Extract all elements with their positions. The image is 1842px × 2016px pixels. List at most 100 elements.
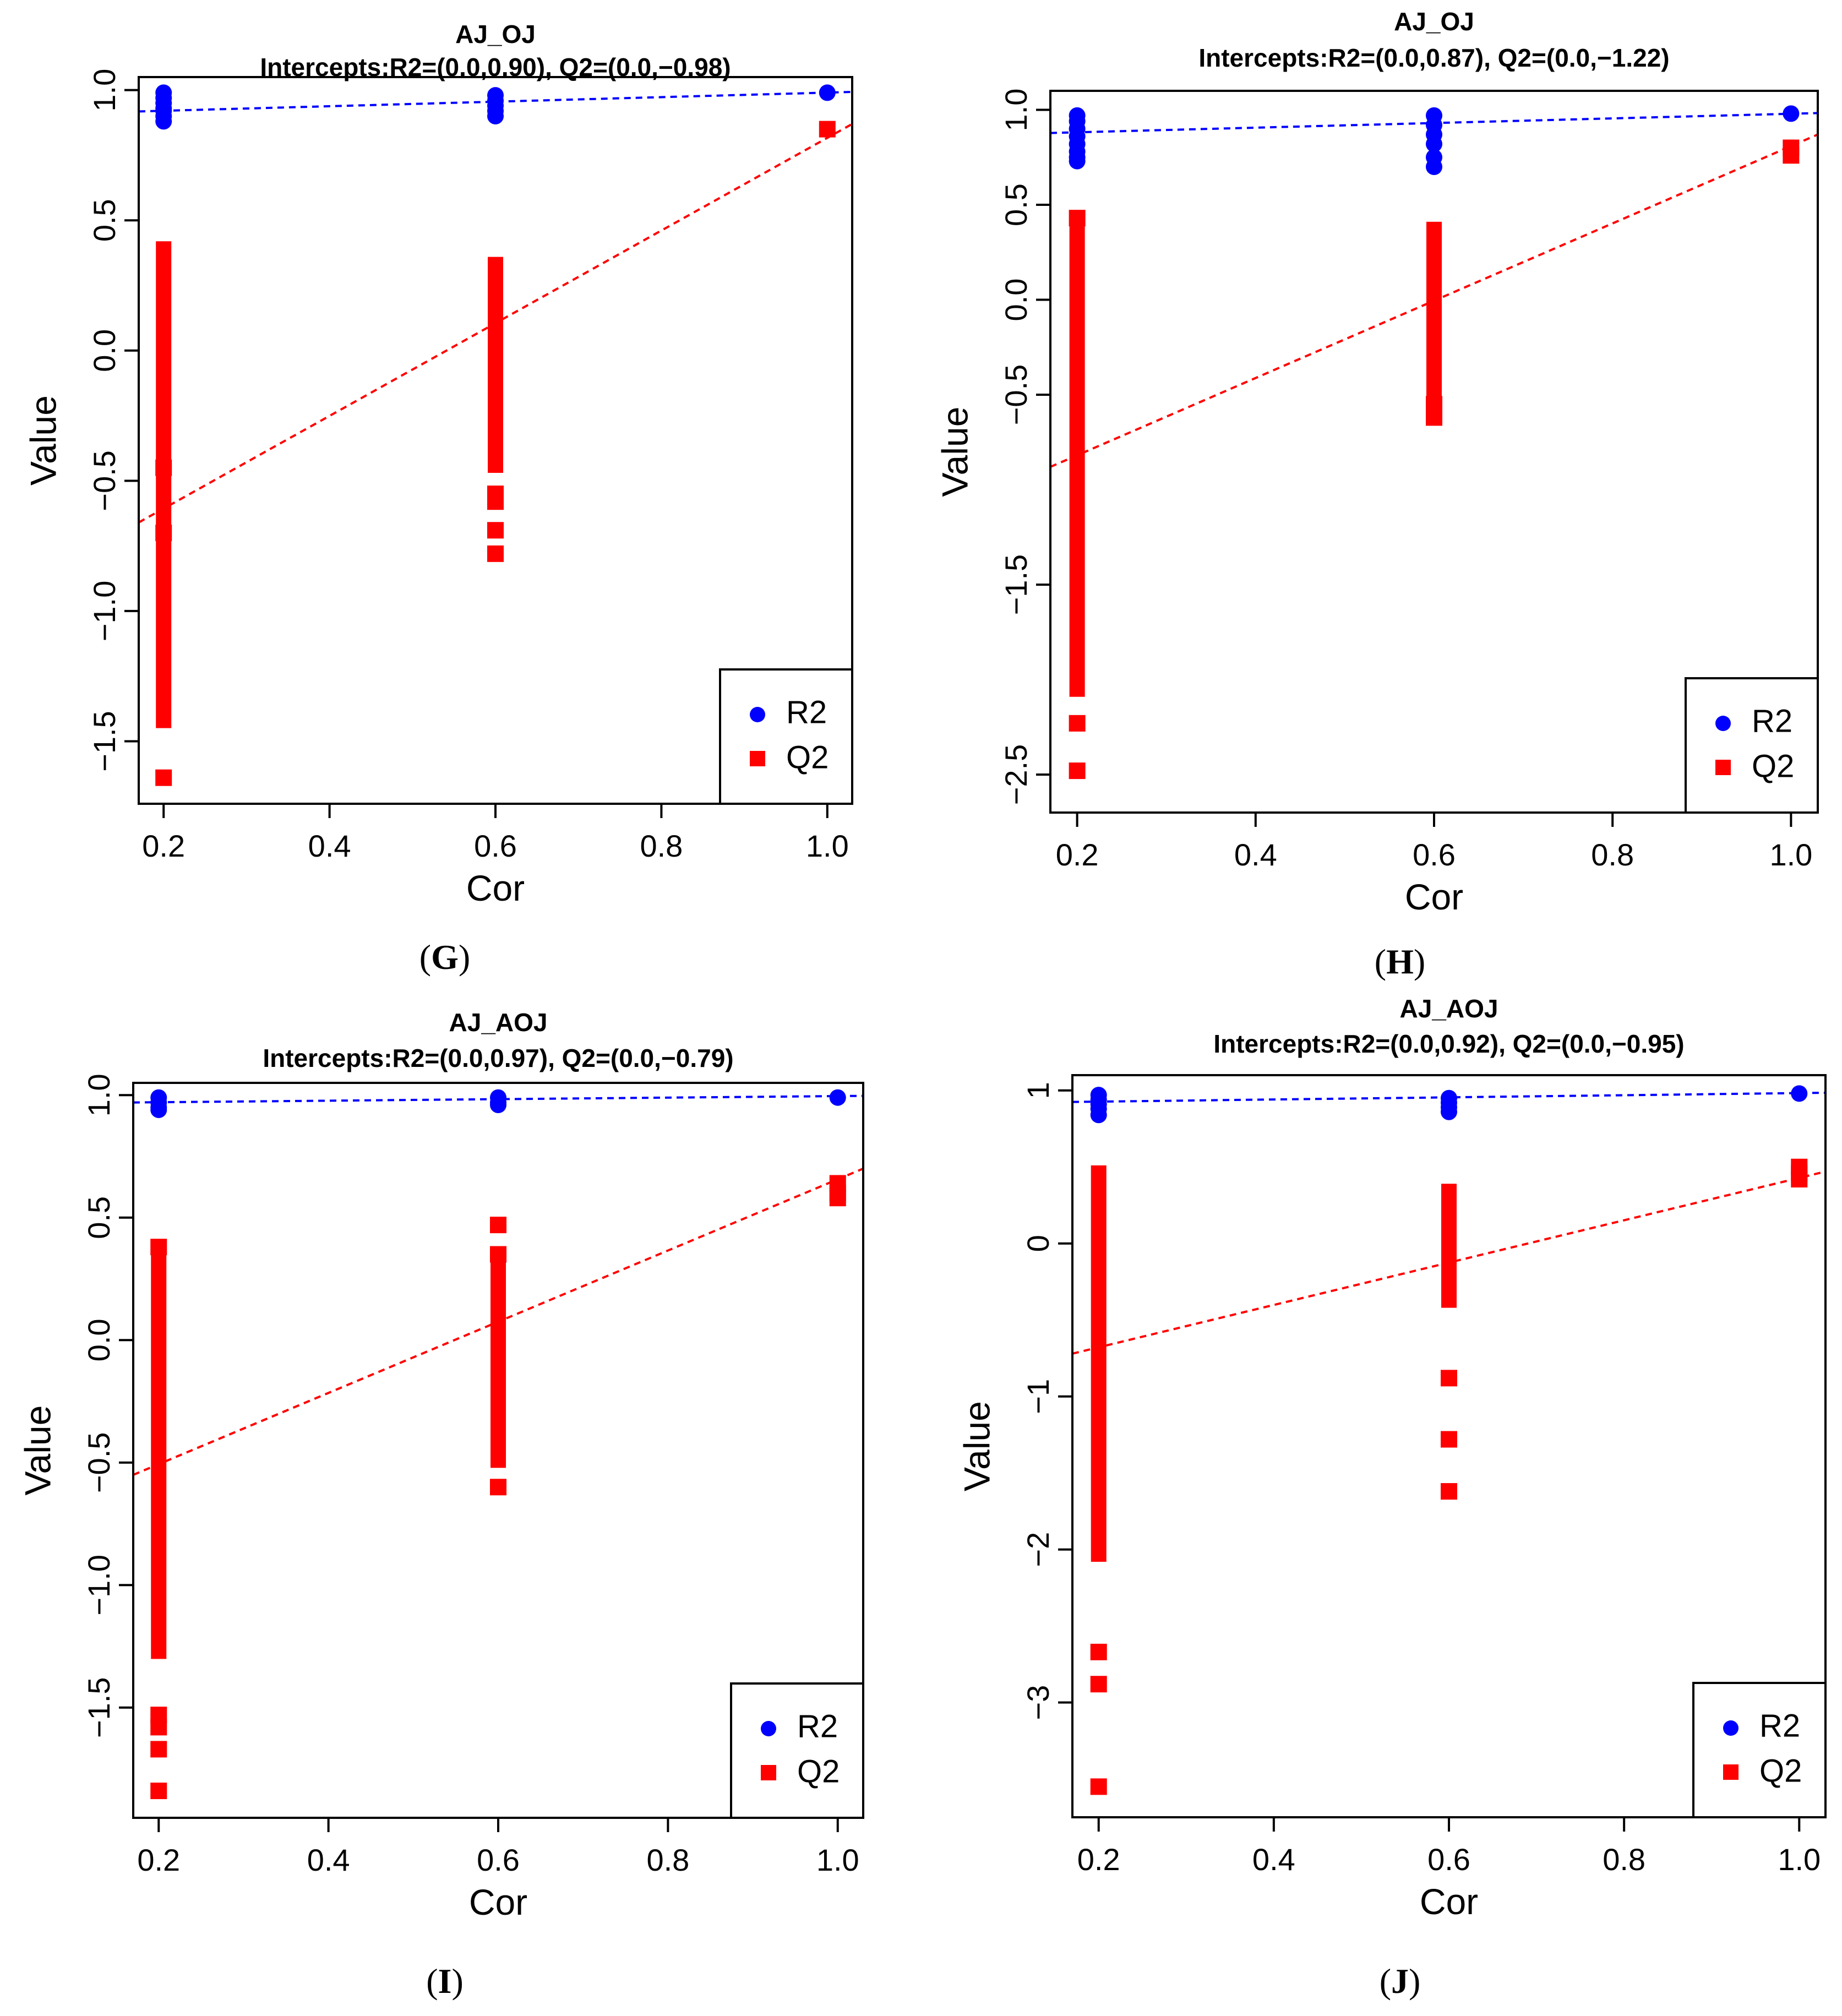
q2-point	[490, 1479, 506, 1496]
r2-point	[150, 1101, 167, 1118]
y-tick-label: −0.5	[87, 450, 122, 511]
r2-point	[487, 107, 504, 124]
r2-point	[829, 1089, 846, 1106]
q2-point	[150, 1783, 167, 1800]
legend-r2-marker	[1715, 716, 1731, 731]
legend-box	[719, 668, 853, 805]
panel-label-letter: I	[438, 1961, 452, 2001]
chart-title: AJ_AOJ	[449, 1008, 548, 1037]
x-tick-label: 0.6	[474, 829, 517, 863]
panel-label: (H)	[1375, 942, 1425, 981]
q2-point	[490, 1217, 506, 1234]
q2-point	[487, 485, 504, 502]
q2-band-x0.2	[151, 1239, 167, 1659]
legend-box	[1692, 1682, 1827, 1818]
y-tick-label: −2	[1021, 1532, 1055, 1567]
y-tick-label: −2.5	[999, 744, 1033, 805]
legend-r2-label: R2	[797, 1708, 838, 1744]
x-tick-label: 0.8	[1603, 1842, 1645, 1877]
y-tick-label: 0.5	[999, 183, 1033, 226]
chart-subtitle: Intercepts:R2=(0.0,0.97), Q2=(0.0,−0.79)	[263, 1044, 733, 1072]
q2-point	[155, 769, 172, 786]
chart-panel-h: AJ_OJ Intercepts:R2=(0.0,0.87), Q2=(0.0,−…	[934, 7, 1819, 981]
q2-point	[150, 1239, 167, 1256]
chart-title: AJ_OJ	[1394, 7, 1474, 36]
x-axis-label: Cor	[466, 868, 525, 908]
y-axis-label: Value	[17, 1405, 58, 1496]
x-tick-label: 0.8	[1591, 837, 1634, 872]
x-axis-label: Cor	[1405, 876, 1463, 917]
panel-label: (J)	[1380, 1961, 1421, 2001]
legend-r2-label: R2	[1759, 1708, 1800, 1743]
y-axis-label: Value	[934, 407, 975, 497]
panel-label-close: )	[451, 1961, 463, 2001]
panel-label-open: (	[426, 1961, 438, 2001]
q2-point	[487, 522, 504, 539]
legend-q2-marker	[1723, 1764, 1739, 1780]
legend-q2-marker	[1715, 760, 1731, 775]
legend-r2-label: R2	[786, 694, 827, 730]
plot-area	[1072, 1085, 1825, 1795]
panel-label-open: (	[419, 938, 431, 977]
y-tick-label: −1.5	[81, 1677, 116, 1738]
y-tick-label: −1.5	[87, 711, 122, 772]
y-tick-label: 1	[1021, 1082, 1055, 1099]
q2-point	[1090, 1643, 1107, 1660]
y-tick-label: −0.5	[81, 1432, 116, 1493]
legend-q2-label: Q2	[1759, 1753, 1802, 1789]
y-tick-label: −1	[1021, 1379, 1055, 1414]
r2-point	[1783, 105, 1800, 122]
x-tick-label: 1.0	[1778, 1842, 1821, 1877]
q2-point	[1069, 210, 1086, 227]
q2-point	[1426, 409, 1442, 426]
legend-r2-marker	[750, 707, 765, 722]
q2-point	[155, 524, 172, 541]
legend-r2-label: R2	[1752, 703, 1792, 739]
q2-point	[1783, 147, 1800, 164]
r2-point	[1069, 152, 1086, 170]
q2-band-x0.6	[491, 1261, 506, 1468]
panel-label-close: )	[1409, 1961, 1420, 2001]
y-tick-label: 0.5	[81, 1196, 116, 1239]
x-tick-label: 0.2	[1077, 1842, 1120, 1877]
q2-point	[155, 459, 172, 476]
y-tick-label: −0.5	[999, 364, 1033, 426]
y-tick-label: 0.0	[87, 329, 122, 372]
x-tick-label: 0.6	[1413, 837, 1456, 872]
regression-line-r2	[133, 1094, 863, 1104]
x-tick-label: 0.2	[1056, 837, 1099, 872]
y-tick-label: 0.5	[87, 199, 122, 242]
chart-title: AJ_OJ	[455, 20, 536, 48]
r2-point	[490, 1097, 506, 1114]
y-tick-label: −1.0	[81, 1555, 116, 1616]
panel-label-letter: J	[1391, 1961, 1409, 2001]
q2-band-x0.6	[488, 257, 503, 473]
x-tick-label: 0.4	[1234, 837, 1277, 872]
y-tick-label: 0.0	[81, 1318, 116, 1361]
q2-point	[1791, 1170, 1808, 1187]
legend-box	[730, 1682, 864, 1819]
r2-point	[155, 113, 172, 130]
panel-label: (G)	[419, 938, 470, 977]
q2-point	[490, 1246, 506, 1263]
x-tick-label: 1.0	[806, 829, 849, 863]
x-tick-label: 0.2	[137, 1843, 180, 1877]
q2-point	[1090, 1778, 1107, 1795]
x-tick-label: 0.6	[1427, 1842, 1470, 1877]
q2-band-x0.6	[1441, 1184, 1457, 1308]
q2-band-x0.6	[1426, 221, 1442, 402]
chart-subtitle: Intercepts:R2=(0.0,0.92), Q2=(0.0,−0.95)	[1213, 1029, 1684, 1058]
chart-panel-i: AJ_AOJ Intercepts:R2=(0.0,0.97), Q2=(0.0,…	[17, 1008, 864, 2001]
q2-point	[150, 1741, 167, 1758]
legend-q2-label: Q2	[786, 739, 829, 775]
legend-q2-marker	[750, 751, 765, 766]
q2-point	[829, 1190, 846, 1207]
x-tick-label: 0.6	[477, 1843, 520, 1877]
panel-label-open: (	[1375, 942, 1386, 981]
legend-r2-marker	[761, 1721, 776, 1736]
legend-q2-label: Q2	[1752, 748, 1794, 784]
